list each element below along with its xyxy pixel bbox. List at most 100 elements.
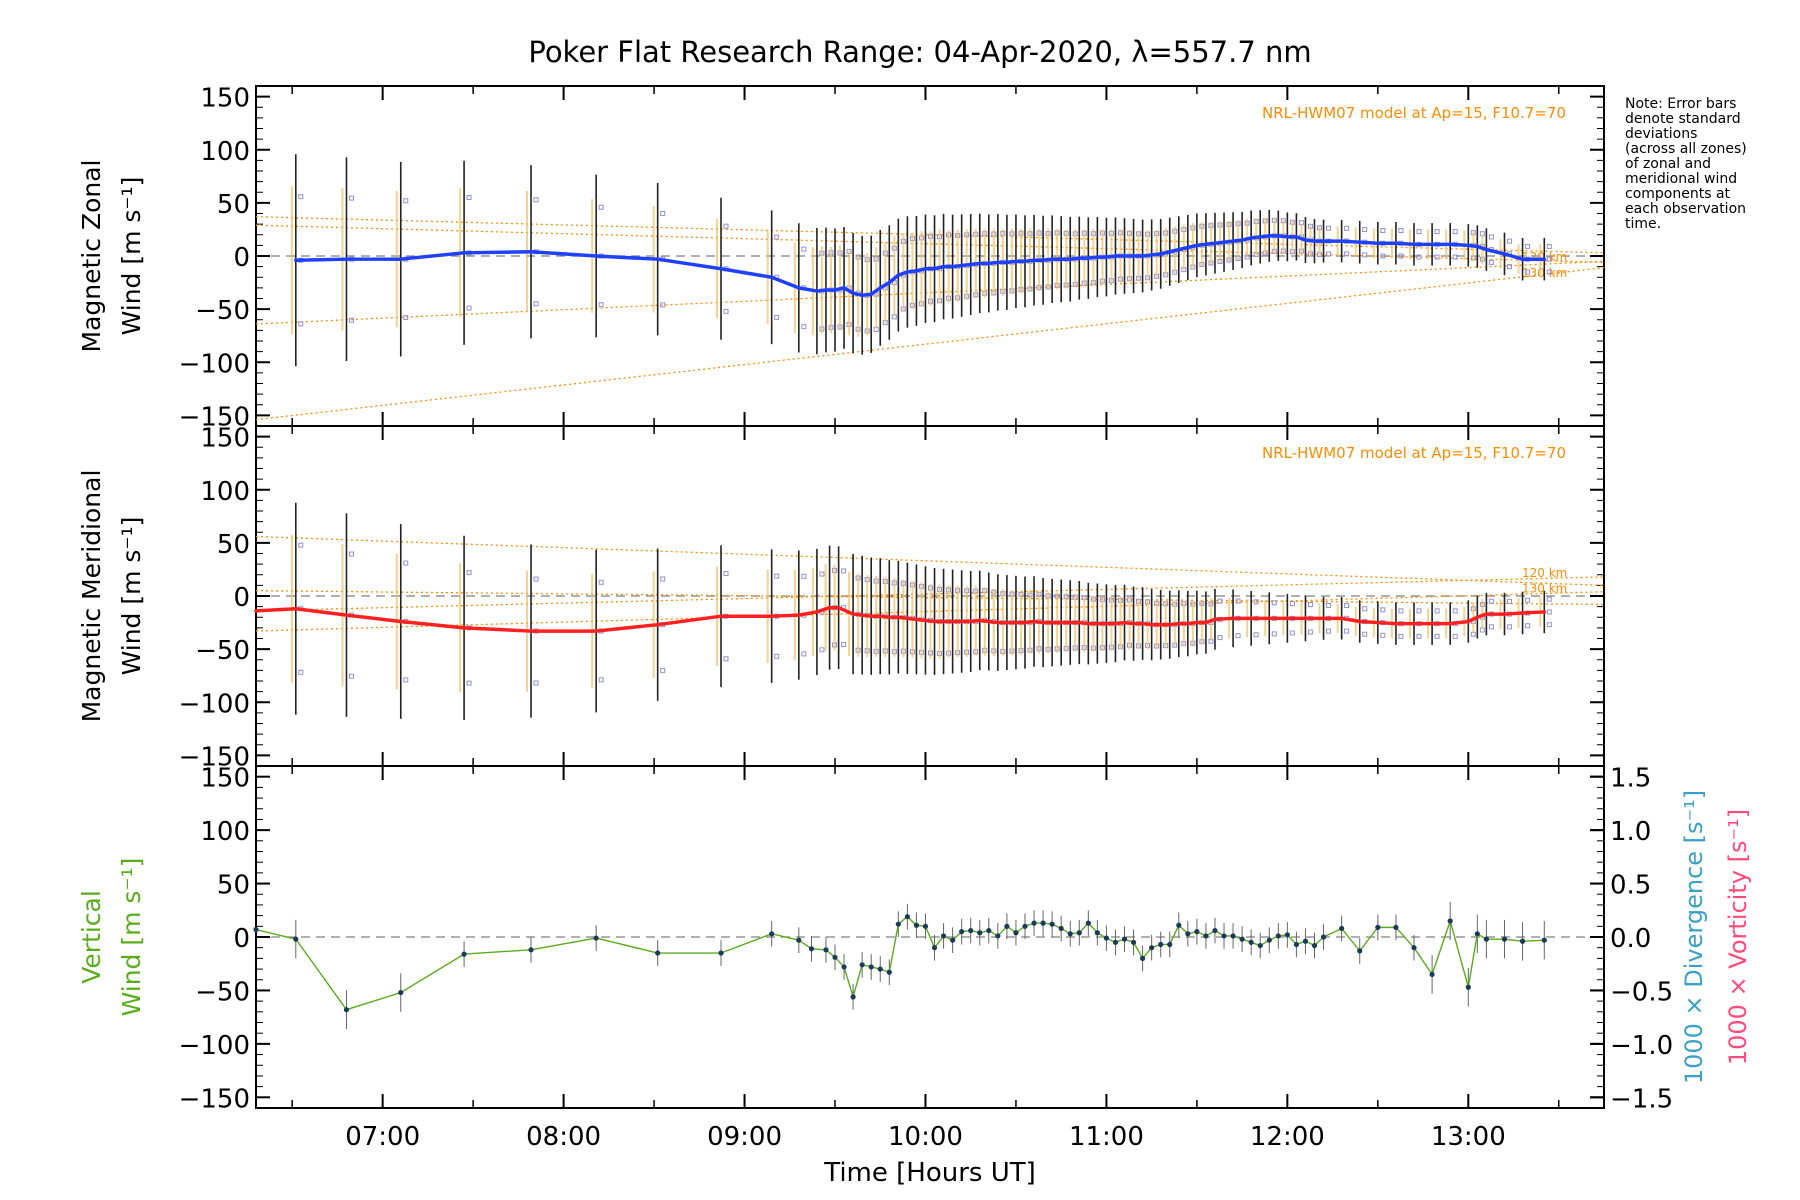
zone-sample-marker — [1434, 254, 1440, 260]
zone-sample-marker — [403, 677, 409, 683]
y-tick-label: 150 — [200, 424, 250, 454]
data-point — [904, 914, 910, 920]
note-line: of zonal and — [1625, 156, 1711, 172]
zone-sample-marker — [1271, 631, 1277, 637]
zone-sample-marker — [1525, 597, 1531, 603]
data-point — [1249, 236, 1253, 240]
data-point — [905, 616, 910, 621]
data-point — [1213, 241, 1217, 246]
zone-sample-marker — [1380, 607, 1386, 613]
zone-sample-marker — [1398, 253, 1404, 259]
data-point — [1339, 239, 1344, 243]
zone-sample-marker — [660, 576, 666, 582]
right-tick-label: −0.5 — [1610, 977, 1673, 1007]
data-point — [913, 922, 920, 928]
data-point — [1167, 249, 1172, 254]
data-point — [1005, 620, 1009, 625]
data-point — [1050, 620, 1054, 625]
zone-sample-marker — [1546, 609, 1552, 615]
model-label: NRL-HWM07 model at Ap=15, F10.7=70 — [1262, 104, 1566, 122]
data-point — [1158, 622, 1163, 627]
right-tick-label: −1.0 — [1610, 1031, 1673, 1061]
data-point — [1176, 247, 1181, 252]
data-point — [1474, 931, 1480, 937]
zone-sample-marker — [1488, 234, 1494, 240]
data-point — [1176, 621, 1181, 626]
data-point — [905, 270, 910, 274]
model-label: NRL-HWM07 model at Ap=15, F10.7=70 — [1262, 444, 1566, 462]
data-point — [1049, 921, 1055, 927]
zone-sample-marker — [723, 308, 729, 314]
data-point — [1121, 936, 1128, 942]
data-point — [1284, 932, 1290, 938]
right-tick-label: 0.5 — [1610, 871, 1651, 901]
data-point — [1465, 984, 1471, 990]
data-point — [1394, 241, 1398, 246]
y-tick-label: 0 — [233, 583, 250, 613]
data-point — [1502, 252, 1507, 256]
data-point — [851, 291, 855, 295]
data-point — [1257, 942, 1263, 949]
data-point — [1104, 621, 1109, 626]
data-point — [850, 994, 856, 1000]
data-point — [1113, 254, 1118, 258]
y-tick-label: −150 — [179, 1084, 250, 1114]
data-point — [1086, 256, 1091, 260]
data-point — [959, 929, 965, 935]
panel-meridional: 150 100 50 0 −50 −100 −150 Magnetic Meridional W… — [77, 424, 1605, 772]
data-point — [836, 605, 841, 610]
data-point — [1013, 930, 1019, 936]
data-point — [1484, 247, 1489, 252]
x-axis-label: Time [Hours UT] — [823, 1158, 1036, 1188]
data-point — [655, 622, 660, 627]
data-point — [977, 618, 982, 623]
zone-sample-marker — [1326, 602, 1332, 608]
data-point — [1267, 616, 1272, 621]
panel-vertical: 150 100 50 0 −50 −100 −150 Vertical Wind [m s⁻¹]… — [77, 764, 1752, 1188]
zone-sample-marker — [403, 315, 409, 321]
zone-sample-marker — [1506, 624, 1512, 630]
data-point — [815, 289, 819, 293]
data-point — [959, 619, 964, 624]
y-axis-label: Magnetic Meridional — [77, 470, 106, 723]
x-tick-label: 10:00 — [888, 1122, 963, 1152]
y-tick-label: 0 — [233, 924, 250, 954]
zone-sample-marker — [1235, 598, 1241, 604]
zone-sample-marker — [348, 551, 354, 557]
data-point — [1430, 621, 1434, 626]
data-point — [827, 605, 832, 610]
y-tick-label: 50 — [217, 871, 250, 901]
zone-sample-marker — [298, 321, 304, 327]
data-point — [1085, 920, 1091, 926]
zone-sample-marker — [1253, 632, 1259, 638]
data-point — [594, 254, 598, 258]
data-point — [1411, 945, 1417, 951]
data-point — [1275, 933, 1281, 939]
data-point — [769, 614, 774, 618]
data-point — [1113, 621, 1118, 626]
data-point — [719, 614, 723, 618]
data-point — [1376, 241, 1380, 246]
data-point — [1149, 622, 1154, 627]
data-point — [1249, 616, 1253, 621]
zone-sample-marker — [348, 317, 354, 323]
data-point — [823, 947, 829, 953]
data-point — [594, 629, 598, 633]
zone-sample-marker — [466, 195, 472, 201]
data-point — [1221, 933, 1227, 939]
zone-sample-marker — [774, 234, 780, 240]
panel-zonal: 150 100 50 0 −50 −100 −150 Magnetic Zonal Wind [… — [77, 84, 1605, 432]
data-point — [655, 950, 661, 956]
zone-sample-marker — [348, 195, 354, 201]
zone-sample-marker — [723, 656, 729, 662]
zone-sample-marker — [1470, 631, 1476, 637]
data-point — [1412, 621, 1416, 626]
data-point — [868, 964, 874, 970]
data-point — [932, 619, 937, 624]
note-line: components at — [1625, 186, 1731, 202]
series-line-zonal — [295, 234, 1545, 298]
data-point — [1430, 242, 1434, 247]
data-point — [1204, 242, 1208, 247]
right-tick-label: 0.0 — [1610, 924, 1651, 954]
